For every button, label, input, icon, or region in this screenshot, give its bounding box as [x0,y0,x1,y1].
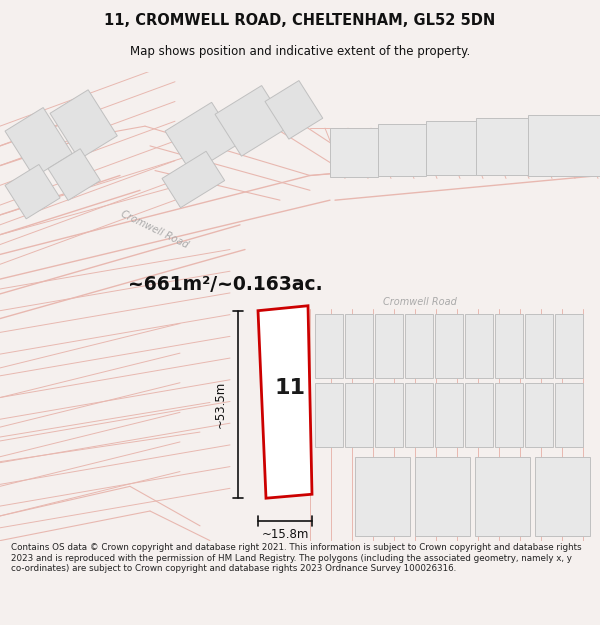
FancyBboxPatch shape [476,118,528,176]
FancyBboxPatch shape [528,115,600,176]
FancyBboxPatch shape [465,382,493,447]
FancyBboxPatch shape [555,314,583,378]
Text: Cromwell Road: Cromwell Road [383,297,457,307]
Text: ~53.5m: ~53.5m [214,381,227,428]
FancyBboxPatch shape [405,314,433,378]
FancyBboxPatch shape [375,382,403,447]
Text: Contains OS data © Crown copyright and database right 2021. This information is : Contains OS data © Crown copyright and d… [11,543,581,573]
Polygon shape [50,90,118,159]
FancyBboxPatch shape [355,457,410,536]
Polygon shape [215,86,288,156]
FancyBboxPatch shape [375,314,403,378]
FancyBboxPatch shape [475,457,530,536]
FancyBboxPatch shape [378,124,426,176]
Text: ~661m²/~0.163ac.: ~661m²/~0.163ac. [128,274,322,294]
Polygon shape [5,107,73,177]
Polygon shape [5,164,60,219]
FancyBboxPatch shape [525,314,553,378]
FancyBboxPatch shape [525,382,553,447]
Text: 11, CROMWELL ROAD, CHELTENHAM, GL52 5DN: 11, CROMWELL ROAD, CHELTENHAM, GL52 5DN [104,12,496,28]
Polygon shape [258,306,312,498]
FancyBboxPatch shape [435,314,463,378]
Polygon shape [48,149,100,201]
FancyBboxPatch shape [315,314,343,378]
FancyBboxPatch shape [495,382,523,447]
FancyBboxPatch shape [555,382,583,447]
Polygon shape [265,81,323,139]
Text: Cromwell Road: Cromwell Road [119,209,190,251]
Polygon shape [165,102,238,173]
FancyBboxPatch shape [345,382,373,447]
FancyBboxPatch shape [315,382,343,447]
Text: ~15.8m: ~15.8m [262,528,308,541]
FancyBboxPatch shape [426,121,476,176]
FancyBboxPatch shape [535,457,590,536]
FancyBboxPatch shape [405,382,433,447]
FancyBboxPatch shape [465,314,493,378]
Polygon shape [162,151,224,208]
FancyBboxPatch shape [345,314,373,378]
FancyBboxPatch shape [415,457,470,536]
FancyBboxPatch shape [495,314,523,378]
FancyBboxPatch shape [435,382,463,447]
Text: Map shows position and indicative extent of the property.: Map shows position and indicative extent… [130,45,470,58]
FancyBboxPatch shape [330,128,378,178]
Text: 11: 11 [275,378,305,398]
